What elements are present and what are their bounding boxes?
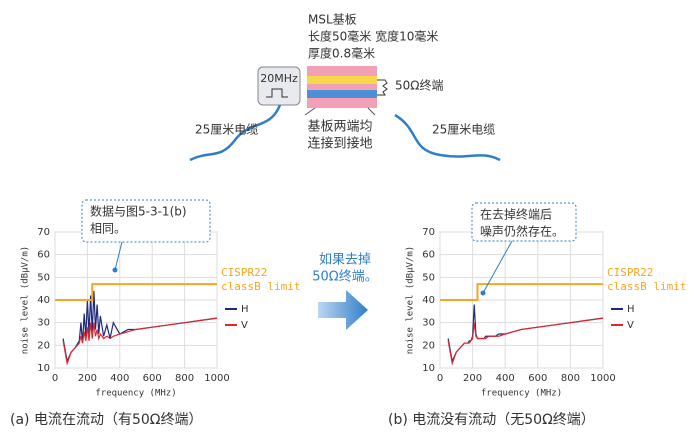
middle-note: 如果去掉 bbox=[319, 252, 371, 268]
callout bbox=[81, 199, 211, 243]
pointer-dot bbox=[112, 267, 118, 273]
pointer bbox=[304, 107, 376, 116]
x-tick-label: 600 bbox=[528, 373, 547, 384]
resistor bbox=[377, 79, 388, 96]
y-tick-label: 30 bbox=[422, 318, 435, 329]
y-tick-label: 30 bbox=[37, 318, 50, 329]
x-tick-label: 1000 bbox=[204, 373, 229, 384]
x-tick-label: 400 bbox=[496, 373, 515, 384]
board-layer bbox=[307, 76, 377, 84]
y-tick-label: 70 bbox=[37, 227, 50, 238]
legend-label: H bbox=[627, 304, 635, 315]
board-layer bbox=[307, 84, 377, 90]
y-tick-label: 40 bbox=[37, 295, 50, 306]
board-title: MSL基板 bbox=[308, 13, 357, 27]
y-tick-label: 50 bbox=[422, 272, 435, 283]
x-axis-label: frequency (MHz) bbox=[95, 389, 176, 399]
arrow bbox=[318, 290, 368, 330]
y-tick-label: 20 bbox=[37, 340, 50, 351]
board-layer bbox=[307, 90, 377, 98]
callout-text: 噪声仍然存在。 bbox=[480, 224, 564, 239]
termination-label: 50Ω终端 bbox=[395, 78, 443, 93]
board-thickness: 厚度0.8毫米 bbox=[308, 46, 375, 61]
y-axis-label: noise level (dBμV/m) bbox=[406, 246, 416, 354]
x-tick-label: 1000 bbox=[590, 373, 615, 384]
x-axis-label: frequency (MHz) bbox=[481, 389, 562, 399]
x-tick-label: 0 bbox=[437, 373, 443, 384]
cable-right-label: 25厘米电缆 bbox=[432, 123, 495, 137]
middle-note: 50Ω终端。 bbox=[312, 269, 377, 285]
cable bbox=[189, 104, 282, 162]
y-tick-label: 10 bbox=[37, 363, 50, 374]
series-line bbox=[447, 317, 604, 366]
x-tick-label: 600 bbox=[143, 373, 162, 384]
board-size: 长度50毫米 宽度10毫米 bbox=[308, 29, 438, 44]
pointer bbox=[114, 241, 123, 271]
legend-label: V bbox=[241, 320, 248, 331]
pointer bbox=[482, 240, 513, 294]
x-tick-label: 200 bbox=[78, 373, 97, 384]
y-tick-label: 20 bbox=[422, 340, 435, 351]
callout-text: 数据与图5-3-1(b) bbox=[90, 204, 187, 219]
limit-label: CISPR22 classB limit bbox=[221, 266, 301, 293]
limit-label: CISPR22 classB limit bbox=[607, 266, 687, 293]
ground-note: 连接到接地 bbox=[307, 136, 372, 152]
board-layer bbox=[307, 66, 377, 76]
y-tick-label: 40 bbox=[422, 295, 435, 306]
pointer-dot bbox=[480, 290, 486, 296]
series-line bbox=[440, 283, 603, 301]
board-layer bbox=[307, 98, 377, 108]
y-tick-label: 60 bbox=[422, 250, 435, 261]
legend-label: H bbox=[241, 304, 249, 315]
legend-label: V bbox=[627, 320, 634, 331]
series-line bbox=[55, 283, 217, 301]
x-tick-label: 0 bbox=[52, 373, 58, 384]
x-tick-label: 800 bbox=[175, 373, 194, 384]
y-tick-label: 50 bbox=[37, 272, 50, 283]
x-tick-label: 800 bbox=[561, 373, 580, 384]
x-tick-label: 200 bbox=[463, 373, 482, 384]
cable bbox=[394, 113, 501, 162]
pulse-icon bbox=[266, 88, 288, 98]
y-axis-label: noise level (dBμV/m) bbox=[21, 246, 31, 354]
callout-text: 相同。 bbox=[90, 222, 126, 236]
cable-left-label: 25厘米电缆 bbox=[195, 123, 258, 137]
y-tick-label: 60 bbox=[37, 250, 50, 261]
callout bbox=[471, 202, 577, 242]
x-tick-label: 400 bbox=[110, 373, 129, 384]
series-line bbox=[62, 317, 218, 366]
ground-note: 基板两端均 bbox=[307, 120, 372, 135]
caption: (a) 电流在流动（有50Ω终端） bbox=[10, 412, 202, 428]
source-label: 20MHz bbox=[260, 72, 298, 85]
callout-text: 在去掉终端后 bbox=[480, 207, 552, 222]
y-tick-label: 70 bbox=[422, 227, 435, 238]
y-tick-label: 10 bbox=[422, 363, 435, 374]
caption: (b) 电流没有流动（无50Ω终端） bbox=[388, 412, 595, 428]
